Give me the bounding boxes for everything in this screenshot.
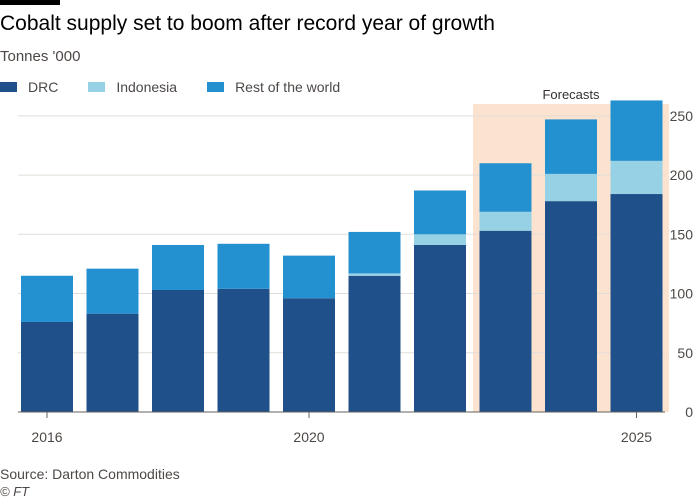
chart-subtitle: Tonnes '000 xyxy=(0,48,81,65)
legend-label-rest-of-world: Rest of the world xyxy=(235,79,341,95)
legend-swatch-drc xyxy=(0,82,17,92)
y-tick-label: 50 xyxy=(677,345,693,361)
bar-rest-of-the-world-2021 xyxy=(348,231,401,274)
bar-rest-of-the-world-2020 xyxy=(283,255,335,299)
legend-item-indonesia: Indonesia xyxy=(88,79,177,95)
bar-indonesia-2021 xyxy=(348,273,401,276)
y-tick-label: 250 xyxy=(670,108,694,124)
bar-indonesia-2023 xyxy=(479,211,532,231)
bar-drc-2018 xyxy=(152,289,204,412)
source-note: Source: Darton Commodities xyxy=(0,466,180,482)
copyright-note: © FT xyxy=(0,484,30,499)
legend-swatch-rest-of-world xyxy=(207,82,225,92)
legend-swatch-indonesia xyxy=(88,82,106,92)
legend-label-indonesia: Indonesia xyxy=(116,79,178,95)
chart-title: Cobalt supply set to boom after record y… xyxy=(0,12,495,35)
bar-rest-of-the-world-2022 xyxy=(414,190,466,235)
forecast-label: Forecasts xyxy=(542,87,600,102)
bar-rest-of-the-world-2018 xyxy=(152,244,204,290)
x-tick-label: 2020 xyxy=(293,429,324,445)
bar-rest-of-the-world-2023 xyxy=(479,163,532,212)
bar-drc-2022 xyxy=(414,244,466,412)
bar-rest-of-the-world-2024 xyxy=(545,119,597,174)
bar-drc-2019 xyxy=(217,288,270,412)
x-tick-label: 2025 xyxy=(621,429,652,445)
bar-drc-2021 xyxy=(348,275,401,412)
bar-drc-2016 xyxy=(21,321,73,412)
bar-drc-2017 xyxy=(86,313,139,412)
y-tick-label: 100 xyxy=(670,286,694,302)
legend-item-rest-of-world: Rest of the world xyxy=(207,79,340,95)
brand-rule xyxy=(0,0,60,5)
legend-item-drc: DRC xyxy=(0,79,58,95)
bar-drc-2023 xyxy=(479,230,532,412)
bar-rest-of-the-world-2016 xyxy=(21,275,73,322)
x-tick-label: 2016 xyxy=(31,429,62,445)
y-tick-label: 0 xyxy=(685,404,693,420)
bar-indonesia-2024 xyxy=(545,173,597,202)
bar-drc-2024 xyxy=(545,201,597,412)
bar-rest-of-the-world-2025 xyxy=(610,100,663,161)
bar-rest-of-the-world-2017 xyxy=(86,268,139,314)
bar-rest-of-the-world-2019 xyxy=(217,243,270,289)
bar-indonesia-2025 xyxy=(610,160,663,195)
y-tick-label: 200 xyxy=(670,167,694,183)
y-tick-label: 150 xyxy=(670,226,694,242)
bar-drc-2020 xyxy=(283,298,335,412)
legend-label-drc: DRC xyxy=(28,79,59,95)
bar-drc-2025 xyxy=(610,194,663,412)
legend: DRC Indonesia Rest of the world xyxy=(0,79,370,95)
bar-indonesia-2022 xyxy=(414,234,466,245)
